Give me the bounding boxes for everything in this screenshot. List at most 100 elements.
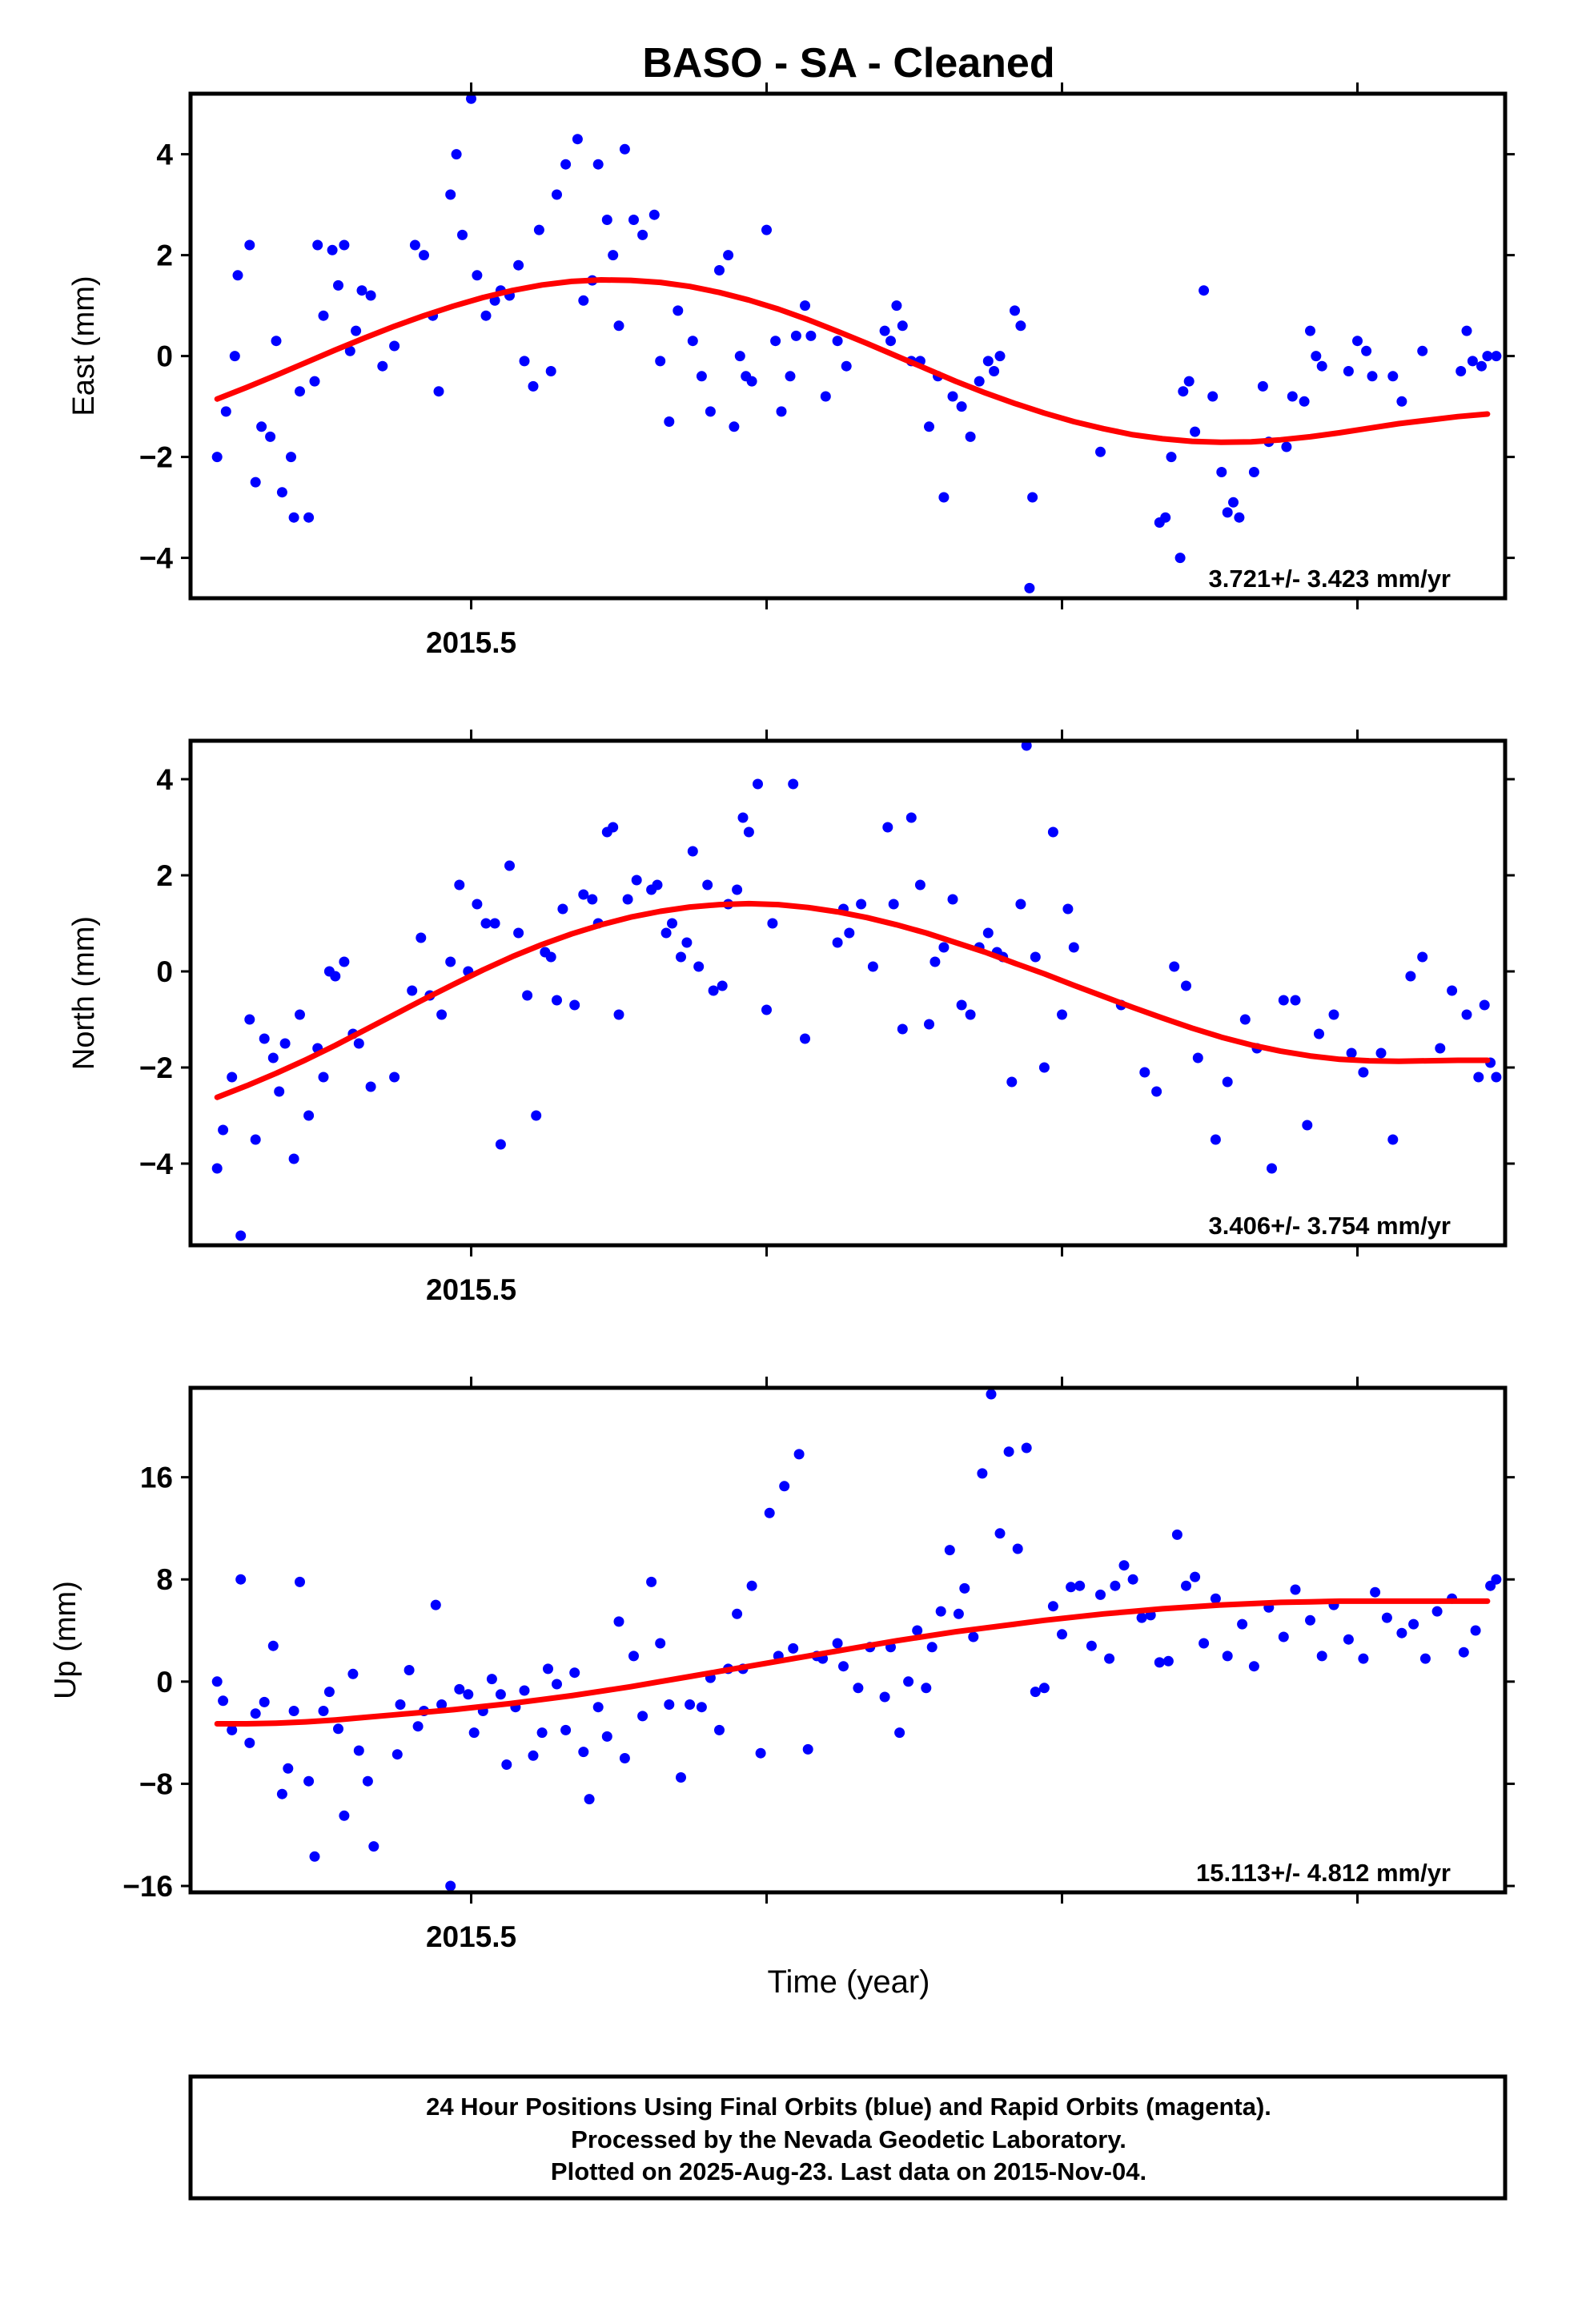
data-point — [276, 487, 287, 498]
data-point — [436, 1699, 448, 1710]
data-point — [779, 1481, 790, 1492]
data-point — [389, 1072, 400, 1083]
data-point — [227, 1072, 238, 1083]
plot-frame — [188, 738, 1508, 1248]
data-point — [1346, 1047, 1357, 1059]
data-point — [244, 1014, 255, 1025]
data-point — [501, 1759, 512, 1770]
data-point — [1171, 1529, 1182, 1540]
data-point — [1021, 1442, 1032, 1454]
data-point — [1316, 360, 1327, 372]
data-point — [1361, 345, 1372, 356]
data-point — [279, 1038, 291, 1049]
data-point — [1110, 1580, 1121, 1591]
data-point — [1174, 553, 1186, 564]
data-point — [271, 336, 282, 347]
data-point — [227, 1724, 238, 1735]
data-point — [578, 1747, 589, 1758]
data-point — [1104, 1653, 1115, 1664]
data-point — [664, 416, 675, 427]
y-tick-label: 0 — [156, 340, 173, 373]
data-point — [1370, 1586, 1381, 1598]
data-point — [351, 325, 362, 336]
x-tick-label: 2015.5 — [426, 1920, 516, 1953]
data-point — [1183, 376, 1195, 387]
data-point — [994, 1528, 1006, 1539]
data-point — [944, 1545, 955, 1556]
data-point — [389, 340, 400, 352]
data-point — [250, 476, 261, 488]
y-tick-label: −2 — [139, 441, 173, 474]
data-point — [463, 1689, 474, 1700]
data-point — [746, 1580, 757, 1591]
data-point — [767, 918, 778, 929]
data-point — [533, 224, 544, 235]
data-point — [743, 826, 754, 838]
data-point — [1419, 1653, 1431, 1664]
data-point — [211, 1163, 223, 1174]
data-point — [673, 305, 684, 316]
data-point — [1358, 1653, 1369, 1664]
panels: −4 −2 0 2 4 2015.5 East (mm) 3.721+/- 3.423 mm/… — [49, 82, 1515, 1953]
data-point — [1154, 1657, 1165, 1668]
data-point — [1066, 1582, 1077, 1593]
data-point — [468, 1727, 480, 1739]
data-point — [318, 1706, 329, 1716]
rate-label: 15.113+/- 4.812 mm/yr — [1196, 1859, 1451, 1887]
data-point — [989, 366, 1000, 376]
data-point — [1375, 1047, 1387, 1059]
data-point — [897, 320, 908, 332]
data-point — [1222, 507, 1233, 518]
data-point — [1222, 1076, 1233, 1088]
data-point — [1030, 951, 1041, 963]
data-point — [820, 391, 831, 402]
data-point — [1228, 497, 1239, 508]
data-point — [404, 1665, 415, 1675]
data-point — [1387, 371, 1399, 382]
data-point — [1290, 1584, 1301, 1595]
data-point — [732, 884, 743, 895]
data-point — [365, 290, 376, 301]
data-point — [1207, 391, 1219, 402]
data-point — [912, 1625, 923, 1636]
data-point — [1162, 1655, 1174, 1667]
data-point — [879, 1691, 890, 1703]
data-point — [229, 351, 240, 362]
data-point — [888, 899, 899, 910]
data-point — [1491, 1574, 1502, 1585]
data-point — [613, 1009, 624, 1020]
data-point — [965, 1009, 976, 1020]
data-point — [926, 1642, 938, 1653]
data-point — [480, 310, 492, 321]
y-tick-label: 16 — [140, 1462, 173, 1494]
data-point — [921, 1683, 932, 1694]
data-point — [891, 300, 902, 312]
data-point — [1257, 380, 1268, 392]
data-point — [982, 927, 994, 939]
data-point — [1417, 951, 1428, 963]
data-point — [1343, 1634, 1354, 1645]
data-point — [1169, 961, 1180, 972]
data-point — [601, 1731, 612, 1742]
data-point — [560, 1724, 572, 1735]
data-point — [1199, 285, 1210, 296]
data-point — [1447, 985, 1458, 996]
footer-line-3: Plotted on 2025-Aug-23. Last data on 201… — [551, 2157, 1146, 2185]
data-point — [994, 351, 1006, 362]
y-tick-label: −8 — [139, 1767, 173, 1800]
data-point — [1467, 356, 1478, 367]
data-point — [1222, 1651, 1233, 1662]
data-point — [800, 300, 810, 312]
data-point — [333, 1723, 343, 1735]
data-point — [601, 215, 612, 225]
y-tick-label: 4 — [156, 763, 173, 796]
data-point — [681, 937, 693, 948]
data-point — [1479, 999, 1490, 1011]
data-point — [218, 1124, 229, 1136]
data-point — [737, 812, 749, 823]
data-point — [1190, 426, 1201, 437]
data-point — [445, 956, 456, 967]
data-point — [552, 189, 562, 200]
data-point — [312, 239, 323, 251]
data-point — [1015, 899, 1026, 910]
